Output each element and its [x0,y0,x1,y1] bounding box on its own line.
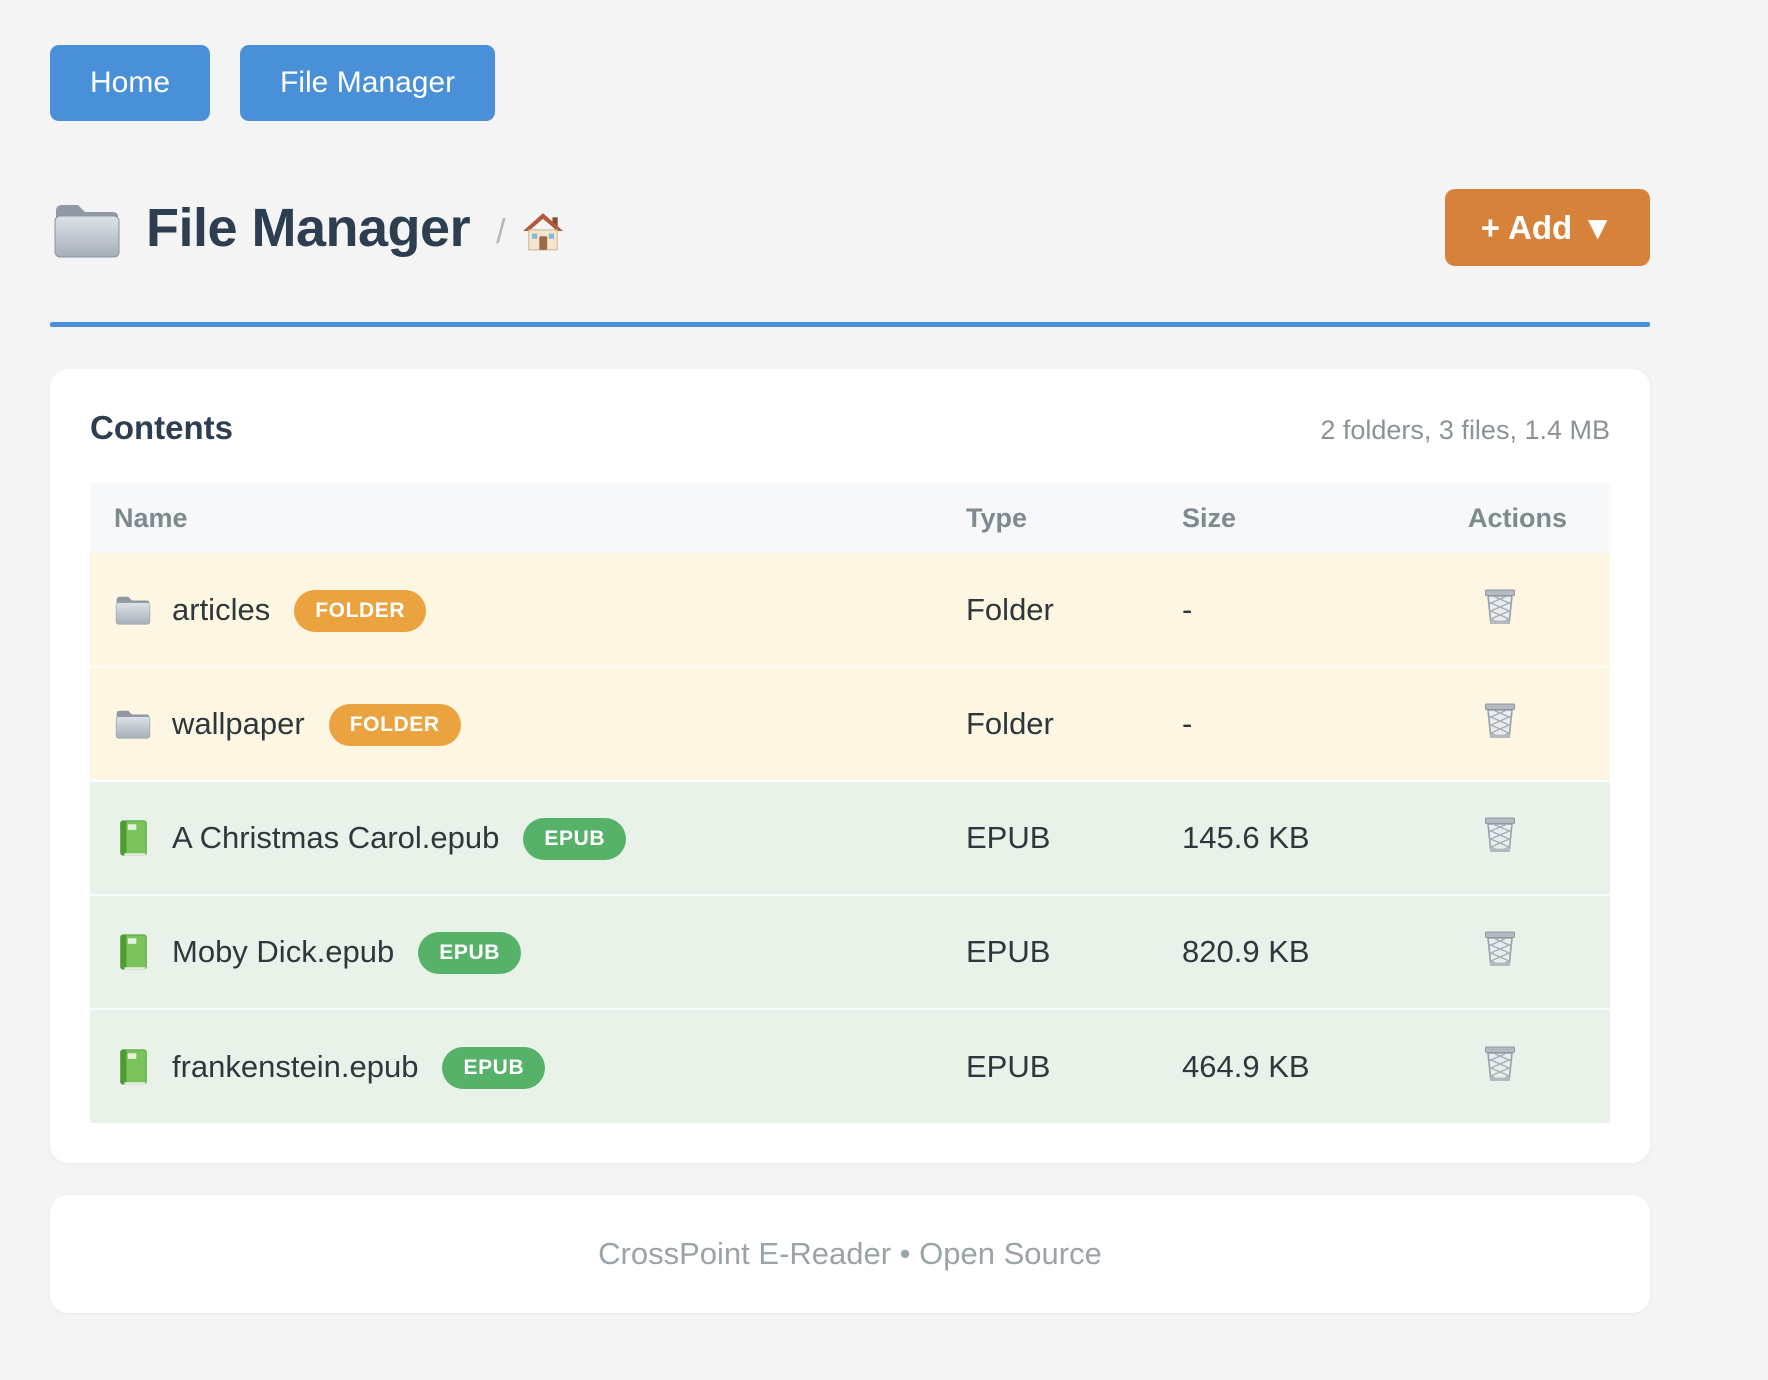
table-row: articles FOLDER Folder - [90,553,1610,667]
contents-summary: 2 folders, 3 files, 1.4 MB [1320,415,1610,445]
table-row: Moby Dick.epub EPUB EPUB 820.9 KB [90,894,1610,1009]
size-cell: 145.6 KB [1158,780,1444,895]
file-name-link[interactable]: frankenstein.epub [172,1048,419,1084]
breadcrumb-separator: / [496,213,506,251]
folder-icon [114,591,152,629]
table-row: frankenstein.epub EPUB EPUB 464.9 KB [90,1008,1610,1123]
size-cell: 820.9 KB [1158,894,1444,1009]
epub-badge: EPUB [442,1046,546,1089]
file-name-link[interactable]: articles [172,591,271,627]
epub-badge: EPUB [523,818,627,860]
delete-button[interactable] [1482,928,1518,968]
book-icon [114,819,152,857]
book-icon [114,933,152,971]
folder-icon [114,705,152,743]
add-dropdown-button[interactable]: + Add ▼ [1444,189,1650,266]
size-cell: - [1158,666,1444,781]
folder-badge: FOLDER [294,589,427,632]
file-table: Name Type Size Actions articles FOLDER F… [90,483,1610,1123]
contents-heading: Contents [90,409,233,446]
trash-icon [1482,928,1518,968]
size-cell: - [1158,553,1444,667]
header-divider [50,322,1650,327]
delete-button[interactable] [1482,1043,1518,1083]
table-header-row: Name Type Size Actions [90,483,1610,553]
trash-icon [1482,586,1518,626]
file-name-link[interactable]: A Christmas Carol.epub [172,820,500,855]
table-row: A Christmas Carol.epub EPUB EPUB 145.6 K… [90,780,1610,895]
epub-badge: EPUB [418,932,522,974]
nav-file-manager-button[interactable]: File Manager [240,45,496,121]
folder-icon [50,199,124,261]
column-header-actions: Actions [1444,483,1610,553]
type-cell: EPUB [942,780,1158,895]
file-name-link[interactable]: Moby Dick.epub [172,934,395,969]
folder-badge: FOLDER [328,704,461,746]
contents-card: Contents 2 folders, 3 files, 1.4 MB Name… [50,369,1650,1163]
footer-text: CrossPoint E-Reader • Open Source [598,1236,1102,1271]
trash-icon [1482,700,1518,740]
file-name-link[interactable]: wallpaper [172,706,305,741]
footer: CrossPoint E-Reader • Open Source [50,1195,1650,1313]
page-header: File Manager / + Add ▼ [50,189,1650,266]
type-cell: Folder [942,553,1158,667]
trash-icon [1482,1043,1518,1083]
page-title: File Manager [146,197,471,258]
delete-button[interactable] [1482,814,1518,854]
delete-button[interactable] [1482,586,1518,626]
table-row: wallpaper FOLDER Folder - [90,666,1610,781]
book-icon [114,1048,152,1086]
column-header-name: Name [90,483,942,553]
type-cell: EPUB [942,1008,1158,1123]
delete-button[interactable] [1482,700,1518,740]
type-cell: Folder [942,666,1158,781]
type-cell: EPUB [942,894,1158,1009]
trash-icon [1482,814,1518,854]
column-header-type: Type [942,483,1158,553]
house-icon[interactable] [522,211,564,253]
size-cell: 464.9 KB [1158,1008,1444,1123]
nav-home-button[interactable]: Home [50,45,211,121]
top-navigation: Home File Manager [50,0,1650,121]
column-header-size: Size [1158,483,1444,553]
